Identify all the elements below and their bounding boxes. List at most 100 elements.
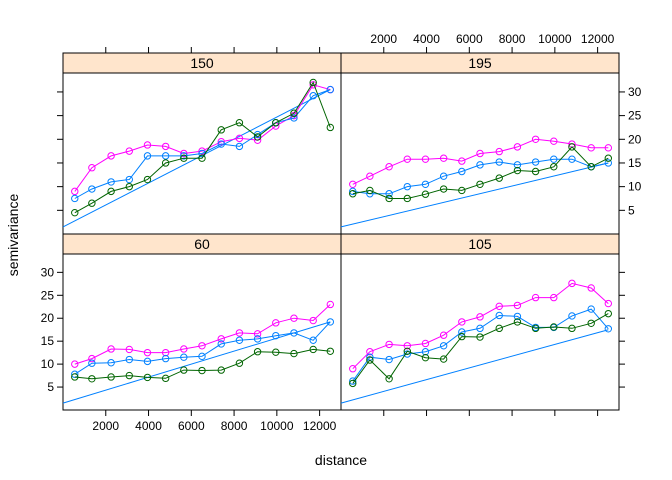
data-point-magenta [180,149,188,158]
data-point-green [180,366,188,374]
data-point-blue [326,318,335,326]
data-point-blue [587,305,595,313]
data-point-magenta [439,331,448,339]
data-point-magenta [143,141,152,149]
data-point-magenta [272,319,280,327]
data-point-green [587,319,595,327]
y-axis-title: semivariance [5,194,21,277]
data-point-green [458,332,466,341]
x-tick-label: 2000 [92,419,119,433]
series-line-blue [74,321,331,375]
data-point-green [385,375,393,383]
data-point-green [349,190,357,198]
data-point-blue [161,152,170,160]
data-point-green [326,347,335,355]
data-point-blue [290,329,298,337]
data-point-green [143,373,152,382]
data-point-magenta [531,293,540,302]
data-point-blue [513,312,522,321]
data-point-magenta [71,360,79,368]
y-tick-label: 30 [628,85,642,99]
model-line-105 [340,329,609,404]
data-point-magenta [326,300,335,309]
data-point-magenta [217,137,225,146]
data-point-magenta [235,134,244,143]
series-line-magenta [74,304,331,365]
data-point-green [366,186,374,195]
data-point-magenta [421,339,430,348]
data-point-green [349,379,357,388]
data-point-magenta [550,137,558,145]
data-point-blue [88,359,96,367]
panel-195: 195 5 10 15 20 25 30 2000 4000 6000 8000 10000 12000 [340,32,642,235]
data-point-green [198,154,206,162]
data-point-blue [125,355,133,364]
data-point-green [476,180,484,188]
panel-frame-60 [62,253,342,411]
data-point-magenta [125,345,133,354]
data-point-magenta [476,149,484,158]
data-point-magenta [495,302,503,311]
data-point-green [107,187,115,196]
series-line-blue [74,89,331,199]
data-point-magenta [253,330,262,338]
data-point-blue [476,324,484,333]
strip-label-150: 150 [190,55,214,71]
data-point-green [290,349,298,358]
data-point-magenta [366,348,374,356]
data-point-magenta [476,313,484,321]
data-point-magenta [235,329,244,337]
panel-60: 60 5 10 15 20 25 30 2000 4000 6000 8000 10000 12000 [41,233,342,433]
data-point-green [253,133,262,141]
x-tick-label: 6000 [178,419,205,433]
data-point-blue [439,172,448,180]
data-point-magenta [88,354,96,363]
data-point-blue [235,142,244,151]
data-point-green [403,194,411,203]
data-point-magenta [495,147,503,156]
data-point-green [272,348,280,356]
data-point-green [107,373,115,381]
data-point-green [568,143,576,151]
data-point-blue [326,85,335,94]
data-point-magenta [290,314,298,322]
data-point-blue [143,152,152,160]
data-point-blue [107,359,115,367]
data-point-magenta [421,155,430,163]
data-point-green [476,333,484,341]
data-point-blue [107,178,115,186]
data-point-green [366,356,374,364]
data-point-green [88,199,96,207]
x-tick-label: 10000 [538,32,572,46]
data-point-blue [309,92,317,100]
data-point-blue [198,352,206,361]
data-point-green [235,119,244,127]
data-point-blue [217,140,225,148]
data-point-green [439,355,448,363]
data-point-blue [180,353,188,361]
data-point-blue [235,336,244,344]
data-point-blue [217,340,225,348]
data-point-blue [71,194,79,203]
data-point-magenta [71,187,79,196]
data-point-green [309,78,317,87]
data-point-green [587,163,595,171]
data-point-magenta [513,301,522,310]
data-point-green [421,353,430,362]
data-point-blue [143,357,152,366]
data-point-magenta [143,348,152,357]
data-point-blue [568,312,576,320]
data-point-magenta [125,147,133,155]
y-tick-label: 15 [628,156,642,170]
y-tick-label: 25 [41,288,55,302]
data-point-blue [568,155,576,163]
data-point-green [403,347,411,355]
data-point-magenta [88,164,96,172]
x-tick-label: 12000 [581,32,615,46]
data-point-green [604,309,613,318]
strip-label-105: 105 [468,236,492,252]
x-tick-label: 8000 [499,32,526,46]
data-point-green [217,126,225,134]
data-point-magenta [366,172,374,180]
data-point-blue [403,182,411,191]
